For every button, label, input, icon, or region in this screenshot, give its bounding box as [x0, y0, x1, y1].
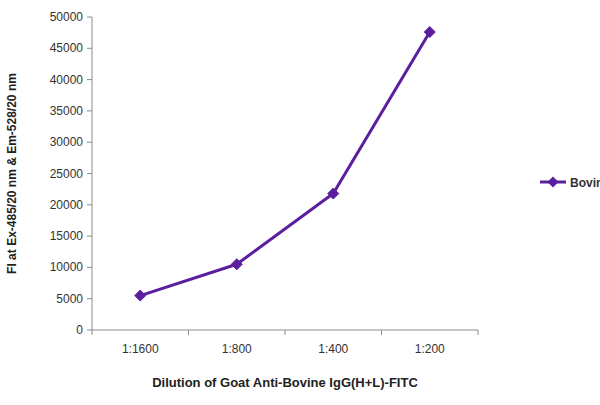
x-tick-label: 1:200: [415, 342, 445, 356]
y-tick-label: 40000: [50, 73, 84, 87]
y-tick: [87, 110, 92, 111]
y-tick-label: 15000: [50, 229, 84, 243]
x-tick: [478, 330, 479, 335]
legend-label: Bovine IgG: [570, 176, 600, 190]
data-point: [328, 188, 339, 199]
data-point: [424, 27, 435, 38]
y-tick: [87, 17, 92, 18]
y-tick-label: 45000: [50, 41, 84, 55]
y-tick: [87, 173, 92, 174]
x-tick: [92, 330, 93, 335]
x-tick-label: 1:1600: [122, 342, 159, 356]
plot-area: [135, 27, 436, 302]
y-tick-label: 20000: [50, 198, 84, 212]
x-tick: [381, 330, 382, 335]
y-tick: [87, 298, 92, 299]
y-tick-label: 0: [76, 323, 83, 337]
y-tick: [87, 236, 92, 237]
y-tick-label: 30000: [50, 135, 84, 149]
y-tick-label: 10000: [50, 260, 84, 274]
y-tick: [87, 267, 92, 268]
y-tick: [87, 330, 92, 331]
x-tick-label: 1:800: [222, 342, 252, 356]
x-tick-label: 1:400: [318, 342, 348, 356]
y-tick-label: 50000: [50, 10, 84, 24]
x-tick: [188, 330, 189, 335]
data-point: [231, 259, 242, 270]
x-axis-title: Dilution of Goat Anti-Bovine IgG(H+L)-FI…: [152, 375, 418, 390]
y-tick: [87, 79, 92, 80]
legend-marker: [548, 177, 559, 188]
x-tick: [285, 330, 286, 335]
y-tick: [87, 142, 92, 143]
y-tick-label: 5000: [56, 292, 83, 306]
y-tick-label: 25000: [50, 167, 84, 181]
y-tick-label: 35000: [50, 104, 84, 118]
chart: 0 5000 10000 15000 20000 25000 30000 35000 40000…: [0, 0, 600, 405]
y-tick: [87, 204, 92, 205]
y-axis-title: FI at Ex-485/20 nm & Em-528/20 nm: [5, 73, 19, 274]
y-tick: [87, 48, 92, 49]
data-point: [135, 290, 146, 301]
series-line: [140, 32, 430, 296]
